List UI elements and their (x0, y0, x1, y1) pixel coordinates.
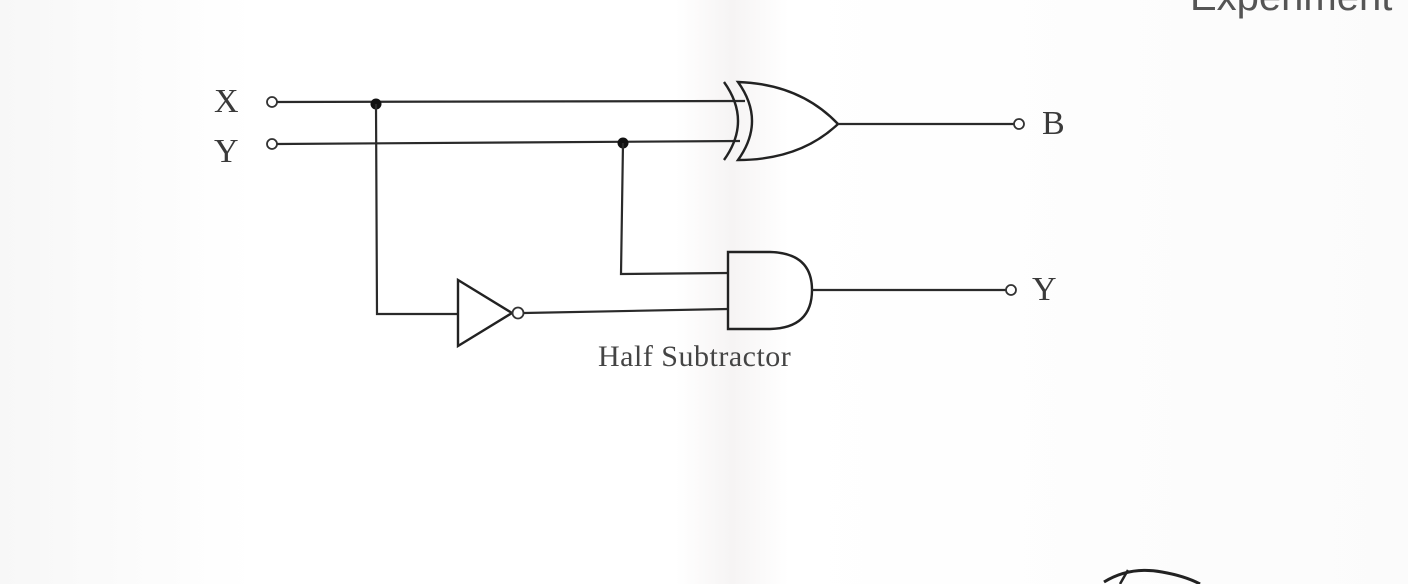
not-gate (456, 277, 525, 349)
output-b-label: B (1042, 105, 1065, 142)
input-x-label: X (214, 83, 239, 120)
wire-x-to-xor (276, 99, 746, 104)
xor-gate (723, 80, 840, 162)
diagram-caption: Half Subtractor (598, 340, 791, 373)
pen-mark-tick (1118, 569, 1130, 584)
pen-mark (1103, 568, 1201, 584)
output-y-label: Y (1032, 271, 1057, 308)
input-y-terminal (266, 138, 278, 150)
input-y-label: Y (214, 133, 239, 170)
wire-not-to-and (523, 307, 729, 315)
wire-y-to-xor (276, 139, 741, 146)
and-gate (726, 250, 814, 331)
output-y-terminal (1005, 284, 1017, 296)
output-b-terminal (1013, 118, 1025, 130)
corner-heading-partial: Experiment (1190, 0, 1392, 19)
input-x-terminal (266, 96, 278, 108)
wire-y-to-and (619, 142, 729, 276)
wire-x-to-not (374, 103, 458, 316)
